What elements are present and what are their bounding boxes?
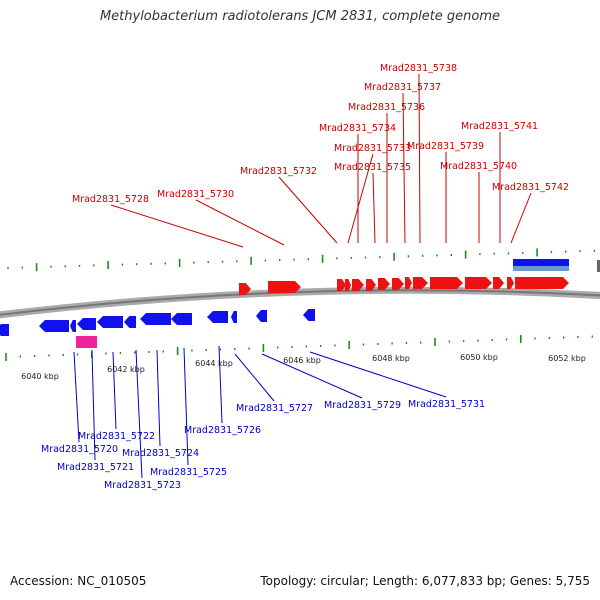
forward-label-leader bbox=[402, 92, 406, 244]
reverse-label-leader bbox=[261, 353, 363, 399]
forward-gene-label[interactable]: Mrad2831_5728 bbox=[72, 194, 149, 205]
forward-gene-label[interactable]: Mrad2831_5739 bbox=[407, 141, 484, 152]
rna-gene[interactable] bbox=[76, 336, 97, 348]
axis-tick-label: 6040 kbp bbox=[21, 372, 59, 381]
forward-gene-arrow[interactable] bbox=[515, 277, 569, 289]
forward-gene-arrow[interactable] bbox=[392, 278, 404, 290]
reverse-label-leader bbox=[218, 345, 223, 424]
forward-gene-label[interactable]: Mrad2831_5730 bbox=[157, 189, 234, 200]
reverse-gene-label[interactable]: Mrad2831_5724 bbox=[122, 448, 199, 459]
reverse-gene-label[interactable]: Mrad2831_5720 bbox=[41, 444, 118, 455]
forward-gene-label[interactable]: Mrad2831_5732 bbox=[240, 166, 317, 177]
reverse-label-leader bbox=[156, 349, 161, 447]
forward-gene-arrow[interactable] bbox=[366, 279, 376, 291]
reverse-gene-arrow[interactable] bbox=[256, 310, 267, 322]
reverse-gene-arrow[interactable] bbox=[303, 309, 315, 321]
forward-label-leader bbox=[510, 192, 532, 244]
reverse-gene-arrow[interactable] bbox=[124, 316, 136, 328]
forward-gene-arrow[interactable] bbox=[493, 277, 504, 289]
reverse-gene-label[interactable]: Mrad2831_5722 bbox=[78, 431, 155, 442]
reverse-gene-label[interactable]: Mrad2831_5731 bbox=[408, 399, 485, 410]
forward-gene-label[interactable]: Mrad2831_5741 bbox=[461, 121, 538, 132]
forward-gene-arrow[interactable] bbox=[239, 283, 251, 295]
forward-gene-label[interactable]: Mrad2831_5733 bbox=[334, 143, 411, 154]
reverse-gene-arrow[interactable] bbox=[0, 324, 9, 336]
forward-gene-arrow[interactable] bbox=[465, 277, 492, 289]
genome-summary-text: Topology: circular; Length: 6,077,833 bp… bbox=[260, 574, 590, 588]
forward-label-leader bbox=[372, 172, 376, 244]
reverse-label-leader bbox=[91, 351, 96, 461]
genome-backbone bbox=[0, 286, 600, 319]
reverse-gene-label[interactable]: Mrad2831_5725 bbox=[150, 467, 227, 478]
genome-backbone-center bbox=[0, 289, 600, 316]
reverse-gene-arrow[interactable] bbox=[97, 316, 123, 328]
forward-gene-label[interactable]: Mrad2831_5735 bbox=[334, 162, 411, 173]
forward-gene-arrow[interactable] bbox=[345, 279, 351, 291]
reverse-label-leader bbox=[309, 351, 447, 398]
reverse-gene-arrow[interactable] bbox=[171, 313, 192, 325]
forward-label-leader bbox=[278, 176, 338, 244]
feature-bar-blue[interactable] bbox=[513, 259, 569, 266]
forward-label-leader bbox=[110, 204, 244, 248]
forward-label-leader bbox=[195, 199, 285, 246]
axis-tick-label: 6042 kbp bbox=[107, 365, 145, 374]
axis-tick-label: 6050 kbp bbox=[460, 353, 498, 362]
reverse-gene-label[interactable]: Mrad2831_5726 bbox=[184, 425, 261, 436]
reverse-label-leader bbox=[183, 347, 189, 466]
forward-gene-arrow[interactable] bbox=[268, 281, 301, 293]
forward-gene-arrow[interactable] bbox=[378, 278, 390, 290]
forward-gene-arrow[interactable] bbox=[430, 277, 463, 289]
reverse-label-leader bbox=[234, 353, 275, 402]
map-title: Methylobacterium radiotolerans JCM 2831,… bbox=[99, 9, 501, 24]
axis-tick-label: 6046 kbp bbox=[283, 356, 321, 365]
forward-label-leader bbox=[347, 153, 374, 244]
axis-tick-label: 6044 kbp bbox=[195, 359, 233, 368]
reverse-gene-label[interactable]: Mrad2831_5723 bbox=[104, 480, 181, 491]
reverse-gene-arrow[interactable] bbox=[140, 313, 171, 325]
reverse-gene-label[interactable]: Mrad2831_5727 bbox=[236, 403, 313, 414]
reverse-gene-arrow[interactable] bbox=[207, 311, 228, 323]
forward-gene-arrow[interactable] bbox=[507, 277, 514, 289]
forward-gene-arrow[interactable] bbox=[337, 279, 346, 291]
forward-gene-label[interactable]: Mrad2831_5734 bbox=[319, 123, 396, 134]
feature-bar-edge bbox=[597, 260, 600, 272]
forward-gene-arrow[interactable] bbox=[352, 279, 364, 291]
reverse-label-leader bbox=[135, 349, 143, 479]
axis-tick-label: 6048 kbp bbox=[372, 354, 410, 363]
axis-tick-label: 6052 kbp bbox=[548, 354, 586, 363]
forward-gene-label[interactable]: Mrad2831_5742 bbox=[492, 182, 569, 193]
reverse-label-leader bbox=[112, 351, 117, 430]
forward-gene-label[interactable]: Mrad2831_5737 bbox=[364, 82, 441, 93]
reverse-gene-arrow[interactable] bbox=[231, 311, 237, 323]
reverse-gene-label[interactable]: Mrad2831_5721 bbox=[57, 462, 134, 473]
reverse-gene-arrow[interactable] bbox=[39, 320, 69, 332]
feature-bar-lightblue[interactable] bbox=[513, 266, 569, 271]
forward-label-leader bbox=[418, 73, 421, 244]
forward-gene-arrow[interactable] bbox=[405, 277, 412, 289]
reverse-gene-label[interactable]: Mrad2831_5729 bbox=[324, 400, 401, 411]
reverse-gene-arrow[interactable] bbox=[77, 318, 96, 330]
accession-text: Accession: NC_010505 bbox=[10, 574, 147, 588]
forward-gene-label[interactable]: Mrad2831_5736 bbox=[348, 102, 425, 113]
forward-gene-label[interactable]: Mrad2831_5738 bbox=[380, 63, 457, 74]
forward-gene-label[interactable]: Mrad2831_5740 bbox=[440, 161, 517, 172]
reverse-label-leader bbox=[73, 351, 80, 443]
forward-gene-arrow[interactable] bbox=[413, 277, 428, 289]
reverse-gene-arrow[interactable] bbox=[70, 320, 76, 332]
